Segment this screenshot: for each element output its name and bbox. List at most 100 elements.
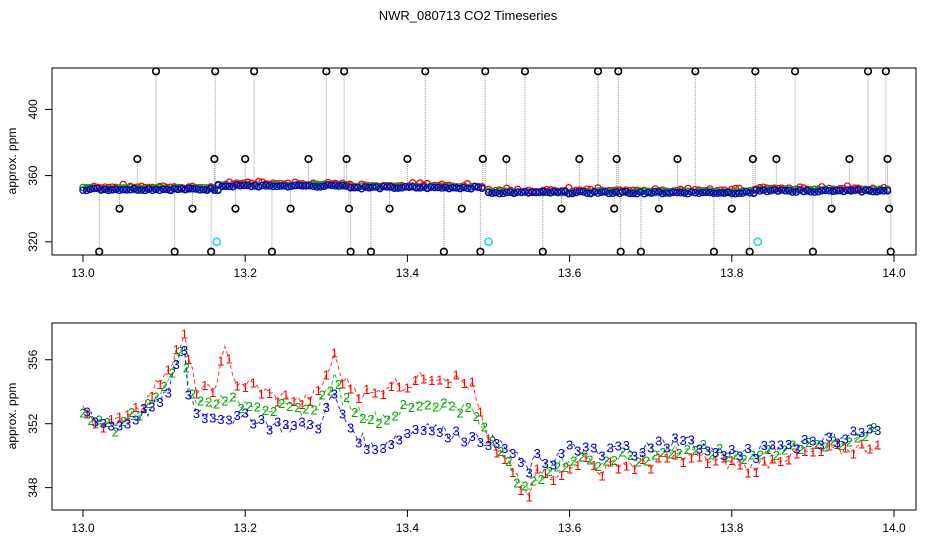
- data-point-series3: [258, 181, 266, 190]
- flag-point: [483, 237, 493, 247]
- data-point-series3: [731, 189, 740, 198]
- series-2-glyph: 2: [294, 400, 301, 415]
- series-2-glyph: 2: [375, 416, 382, 431]
- data-point-series3: [119, 185, 127, 194]
- data-point-series3: [342, 182, 350, 190]
- series-2-glyph: 2: [611, 453, 618, 468]
- series-1-glyph: 1: [542, 466, 549, 481]
- cal-marker: [610, 204, 619, 213]
- cal-marker: [673, 154, 682, 164]
- data-point-series3: [807, 188, 815, 196]
- data-point-series3: [608, 189, 617, 198]
- series-2-glyph: 2: [367, 412, 374, 427]
- series-3-glyph: 3: [452, 423, 459, 438]
- data-point-series3: [144, 185, 153, 193]
- series-1-glyph: 1: [420, 372, 427, 387]
- data-point-series2: [148, 183, 157, 192]
- series-1-glyph: 1: [517, 483, 524, 498]
- series-2-glyph: 2: [513, 475, 520, 490]
- data-point-series3: [225, 182, 234, 191]
- series-3-glyph: 3: [834, 436, 841, 451]
- cal-marker: [439, 247, 448, 256]
- series-3-glyph: 3: [866, 421, 873, 436]
- series-2-glyph: 2: [310, 403, 317, 418]
- cal-marker: [691, 67, 700, 76]
- series-3-glyph: 3: [639, 445, 646, 460]
- cal-marker: [593, 67, 603, 76]
- series-2-glyph: 2: [144, 396, 151, 411]
- top-x-tick-label: 13.4: [396, 266, 420, 280]
- cal-marker: [403, 154, 412, 164]
- series-2-glyph: 2: [335, 377, 342, 392]
- data-point-series3: [788, 188, 797, 196]
- cal-marker: [421, 67, 430, 76]
- series-3-glyph: 3: [566, 438, 573, 453]
- data-point-series3: [825, 186, 833, 195]
- cal-marker: [886, 247, 895, 256]
- data-point-series3: [192, 185, 200, 193]
- series-1-glyph: 1: [720, 451, 727, 466]
- series-2-glyph: 2: [602, 453, 609, 468]
- series-1-glyph: 1: [306, 394, 313, 409]
- data-point-series3: [155, 186, 164, 194]
- bottom-plot-frame: [51, 322, 917, 511]
- data-point-series3: [137, 186, 146, 194]
- cal-marker: [481, 67, 490, 76]
- cal-marker: [151, 67, 161, 76]
- series-3-glyph: 3: [542, 456, 549, 471]
- data-point-series3: [265, 181, 274, 190]
- data-point-series3: [108, 186, 116, 194]
- series-3-glyph: 3: [140, 401, 147, 416]
- data-point-series3: [669, 188, 678, 197]
- series-3-glyph: 3: [525, 466, 532, 481]
- data-point-series3: [557, 188, 566, 196]
- data-point-series3: [148, 186, 157, 195]
- data-point-series3: [401, 182, 410, 191]
- series-1-glyph: 1: [209, 385, 216, 400]
- cal-marker: [366, 247, 376, 256]
- cal-marker: [790, 67, 800, 76]
- cal-marker: [636, 247, 646, 256]
- series-3-glyph: 3: [752, 451, 759, 466]
- data-point-series3: [709, 189, 718, 197]
- data-point-series3: [104, 186, 113, 195]
- series-2-glyph: 2: [473, 409, 480, 424]
- series-3-glyph: 3: [679, 433, 686, 448]
- data-point-series3: [327, 181, 336, 190]
- series-2-glyph: 2: [765, 442, 772, 457]
- cal-marker: [207, 247, 216, 256]
- series-3-glyph: 3: [412, 422, 419, 437]
- data-point-series3: [346, 183, 355, 192]
- data-point-series3: [818, 186, 826, 195]
- data-point-series3: [572, 188, 580, 197]
- cal-marker: [751, 67, 760, 76]
- series-2-glyph: 2: [270, 404, 277, 419]
- series-1-glyph: 1: [156, 377, 163, 392]
- data-point-series3: [752, 186, 760, 194]
- cal-marker: [95, 247, 104, 256]
- data-point-series3: [445, 184, 453, 193]
- series-2-glyph: 2: [302, 401, 309, 416]
- series-1-glyph: 1: [785, 452, 792, 467]
- data-point-series3: [821, 186, 830, 195]
- chart-title: NWR_080713 CO2 Timeseries: [378, 8, 558, 23]
- data-point-series3: [499, 189, 507, 198]
- data-point-series3: [302, 182, 310, 190]
- data-point-series3: [130, 184, 138, 193]
- series-1-glyph: 1: [582, 450, 589, 465]
- series-1-glyph: 1: [396, 380, 403, 395]
- bottom-x-tick-label: 14.0: [882, 521, 906, 535]
- series-3-glyph: 3: [379, 441, 386, 456]
- series-1-glyph: 1: [461, 376, 468, 391]
- data-point-series3: [280, 182, 288, 190]
- cal-marker: [883, 154, 892, 164]
- series-2-glyph: 2: [505, 454, 512, 469]
- data-point-series3: [673, 188, 681, 197]
- data-point-series3: [152, 185, 160, 194]
- series-3-glyph: 3: [461, 435, 468, 450]
- cal-marker: [133, 154, 142, 164]
- data-point-series3: [872, 188, 881, 196]
- series-1-glyph: 1: [404, 380, 411, 395]
- series-2-line: [82, 344, 879, 491]
